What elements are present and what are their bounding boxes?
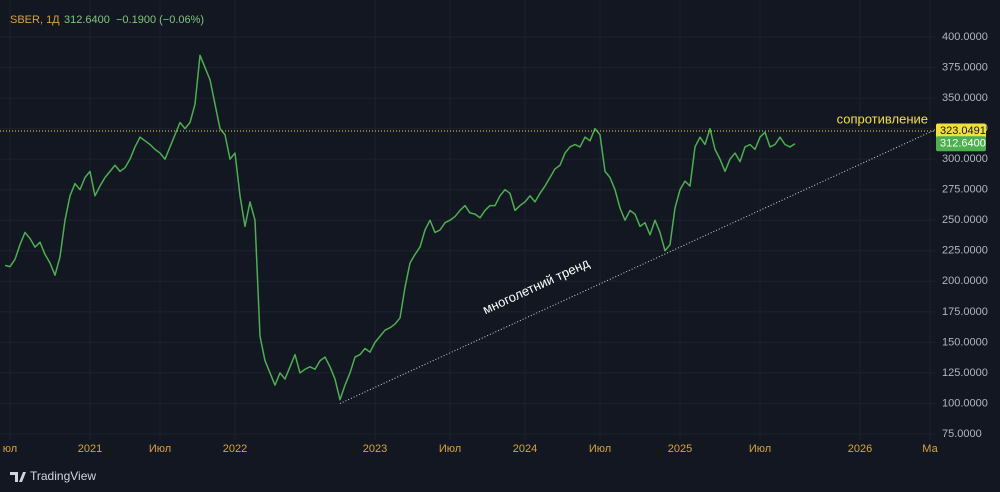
- x-tick-label: 2026: [848, 443, 872, 455]
- y-tick-label: 150.0000: [942, 336, 988, 348]
- x-tick-label: 2022: [223, 443, 247, 455]
- y-tick-label: 350.0000: [942, 92, 988, 104]
- y-tick-label: 400.0000: [942, 31, 988, 43]
- y-axis-panel: [935, 0, 1000, 460]
- resistance-price-tag: [936, 123, 986, 139]
- x-tick-label: Июл: [149, 443, 171, 455]
- y-tick-label: 200.0000: [942, 275, 988, 287]
- last-price-tag: [936, 136, 986, 152]
- y-tick-label: 75.0000: [942, 428, 982, 440]
- axis: 75.0000 100.0000 125.0000 150.0000 175.0000 2…: [3, 31, 988, 455]
- logo-icon: [10, 472, 26, 482]
- x-tick-label: 2023: [363, 443, 387, 455]
- brand: TradingView: [30, 469, 96, 483]
- resistance-price-label: 323.0491: [940, 125, 986, 137]
- price-line: [4, 54, 796, 401]
- x-tick-label: 2024: [513, 443, 537, 455]
- y-tick-label: 225.0000: [942, 245, 988, 257]
- logo: TradingView: [10, 469, 96, 483]
- y-tick-label: 375.0000: [942, 61, 988, 73]
- y-tick-label: 125.0000: [942, 367, 988, 379]
- change-text: −0.1900 (−0.06%): [116, 14, 204, 26]
- y-tick-label: 275.0000: [942, 184, 988, 196]
- y-tick-label: 175.0000: [942, 306, 988, 318]
- resistance-label: сопротивление: [837, 111, 928, 126]
- x-tick-label: Июл: [749, 443, 771, 455]
- last-price-label: 312.6400: [940, 138, 986, 150]
- trend-line: [339, 129, 936, 404]
- grid: [0, 0, 935, 440]
- x-tick-label: Ма: [922, 443, 938, 455]
- x-tick-label: Июл: [439, 443, 461, 455]
- y-tick-label: 100.0000: [942, 397, 988, 409]
- last-price-text: 312.6400: [64, 14, 110, 26]
- x-tick-label: 2021: [78, 443, 102, 455]
- y-tick-label: 250.0000: [942, 214, 988, 226]
- x-tick-label: юл: [3, 443, 17, 455]
- x-tick-label: 2025: [668, 443, 692, 455]
- x-tick-label: Июл: [589, 443, 611, 455]
- y-tick-label: 300.0000: [942, 153, 988, 165]
- symbol: SBER, 1Д: [10, 14, 60, 26]
